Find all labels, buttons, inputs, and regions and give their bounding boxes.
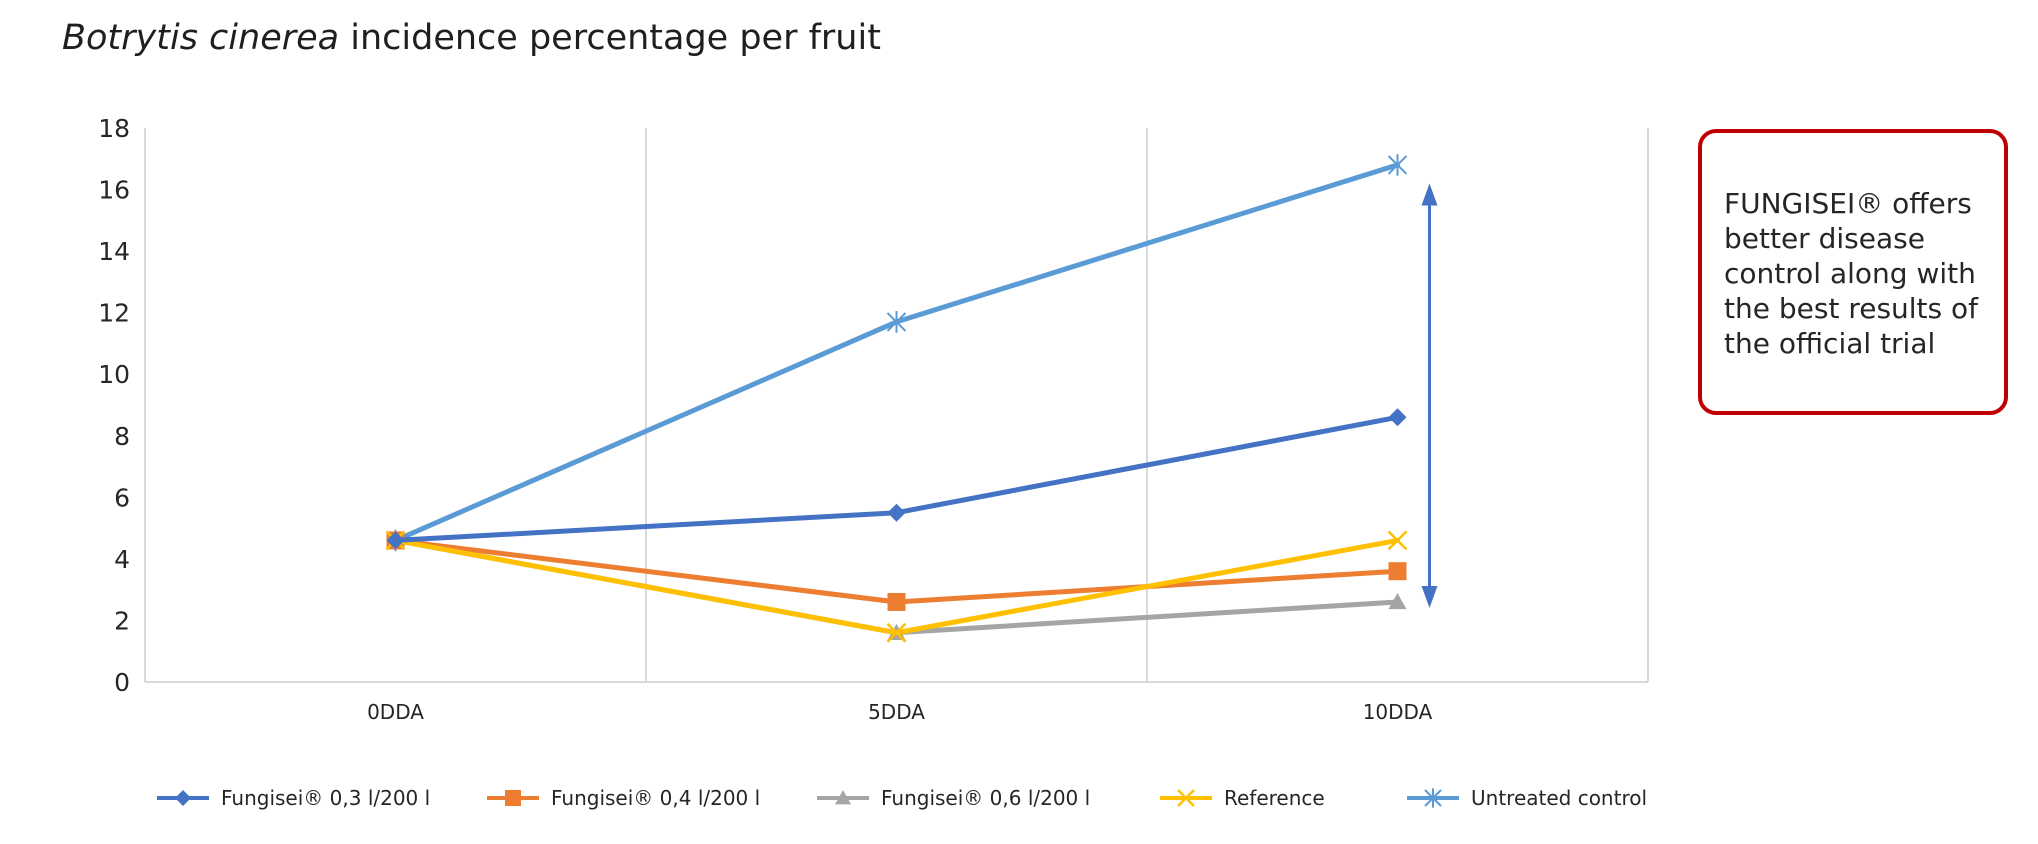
series-diamond — [386, 408, 1407, 550]
y-tick-label: 8 — [114, 422, 130, 451]
data-point — [386, 531, 405, 550]
data-point — [1387, 154, 1408, 176]
y-tick-label: 14 — [98, 237, 130, 266]
arrow-head-down — [1421, 585, 1438, 608]
series-line — [393, 414, 1400, 543]
legend-label: Untreated control — [1471, 786, 1648, 810]
x-axis-ticks: 0DDA 5DDA 10DDA — [367, 700, 1433, 724]
legend-label: Fungisei® 0,4 l/200 l — [551, 786, 761, 810]
legend-marker — [1177, 789, 1195, 807]
legend-item: Untreated control — [1405, 780, 1647, 816]
legend-label: Fungisei® 0,6 l/200 l — [881, 786, 1091, 810]
callout-text: FUNGISEI® offers better disease control … — [1724, 187, 1979, 360]
data-point — [886, 311, 907, 333]
marker-stroke — [1177, 789, 1195, 807]
legend-item: Fungisei® 0,4 l/200 l — [485, 780, 760, 816]
marker-shape — [887, 592, 906, 611]
legend-item: Fungisei® 0,6 l/200 l — [815, 780, 1090, 816]
x-tick-label: 0DDA — [367, 700, 424, 724]
legend-swatch — [487, 790, 539, 806]
legend-marker — [175, 790, 191, 806]
y-tick-label: 18 — [98, 114, 130, 143]
data-point — [1388, 408, 1407, 427]
series-triangle — [386, 531, 1407, 640]
data-point — [1388, 562, 1407, 581]
series-group — [385, 154, 1408, 643]
series-line — [393, 537, 1400, 636]
gridlines — [144, 128, 1649, 682]
chart-title-rest: incidence percentage per fruit — [339, 18, 881, 58]
data-point — [1387, 530, 1408, 551]
legend-label: Reference — [1224, 786, 1325, 810]
marker-shape — [835, 790, 851, 805]
data-point — [1388, 592, 1407, 610]
annotation-arrow — [1421, 183, 1438, 608]
legend-swatch — [1407, 788, 1459, 808]
x-tick-label: 10DDA — [1363, 700, 1433, 724]
marker-stroke — [886, 622, 907, 643]
marker-shape — [1388, 408, 1407, 427]
marker-shape — [505, 790, 521, 806]
legend-item: Fungisei® 0,3 l/200 l — [155, 780, 430, 816]
marker-shape — [386, 531, 405, 550]
y-tick-label: 12 — [98, 299, 130, 328]
y-tick-label: 10 — [98, 360, 130, 389]
y-axis-ticks: 0 2 4 6 8 10 12 14 16 18 — [98, 114, 130, 697]
marker-stroke — [1387, 530, 1408, 551]
y-tick-label: 0 — [114, 668, 130, 697]
marker-shape — [175, 790, 191, 806]
y-tick-label: 4 — [114, 545, 130, 574]
y-tick-label: 6 — [114, 483, 130, 512]
y-tick-label: 2 — [114, 606, 130, 635]
y-tick-label: 16 — [98, 176, 130, 205]
legend-marker — [835, 790, 851, 805]
series-square — [386, 531, 1407, 611]
legend-marker — [1424, 788, 1442, 808]
data-point — [887, 592, 906, 611]
x-tick-label: 5DDA — [868, 700, 925, 724]
marker-shape — [1388, 592, 1407, 610]
legend-swatch — [157, 790, 209, 806]
data-point — [886, 622, 907, 643]
legend-swatch — [817, 790, 869, 805]
marker-shape — [887, 503, 906, 522]
callout-box: FUNGISEI® offers better disease control … — [1698, 129, 2008, 415]
legend-label: Fungisei® 0,3 l/200 l — [221, 786, 431, 810]
legend-marker — [505, 790, 521, 806]
marker-shape — [1388, 562, 1407, 581]
series-line — [393, 162, 1400, 543]
series-line — [393, 537, 1400, 636]
data-point — [887, 503, 906, 522]
line-chart: 0 2 4 6 8 10 12 14 16 18 0DDA 5DDA 10DDA — [98, 114, 1649, 724]
series-asterisk — [385, 154, 1408, 552]
arrow-head-up — [1421, 183, 1438, 206]
series-line — [393, 537, 1400, 605]
chart-title-italic: Botrytis cinerea — [62, 18, 340, 58]
legend-item: Reference — [1158, 780, 1325, 816]
chart-title: Botrytis cinerea incidence percentage pe… — [62, 18, 881, 58]
legend-swatch — [1160, 789, 1212, 807]
